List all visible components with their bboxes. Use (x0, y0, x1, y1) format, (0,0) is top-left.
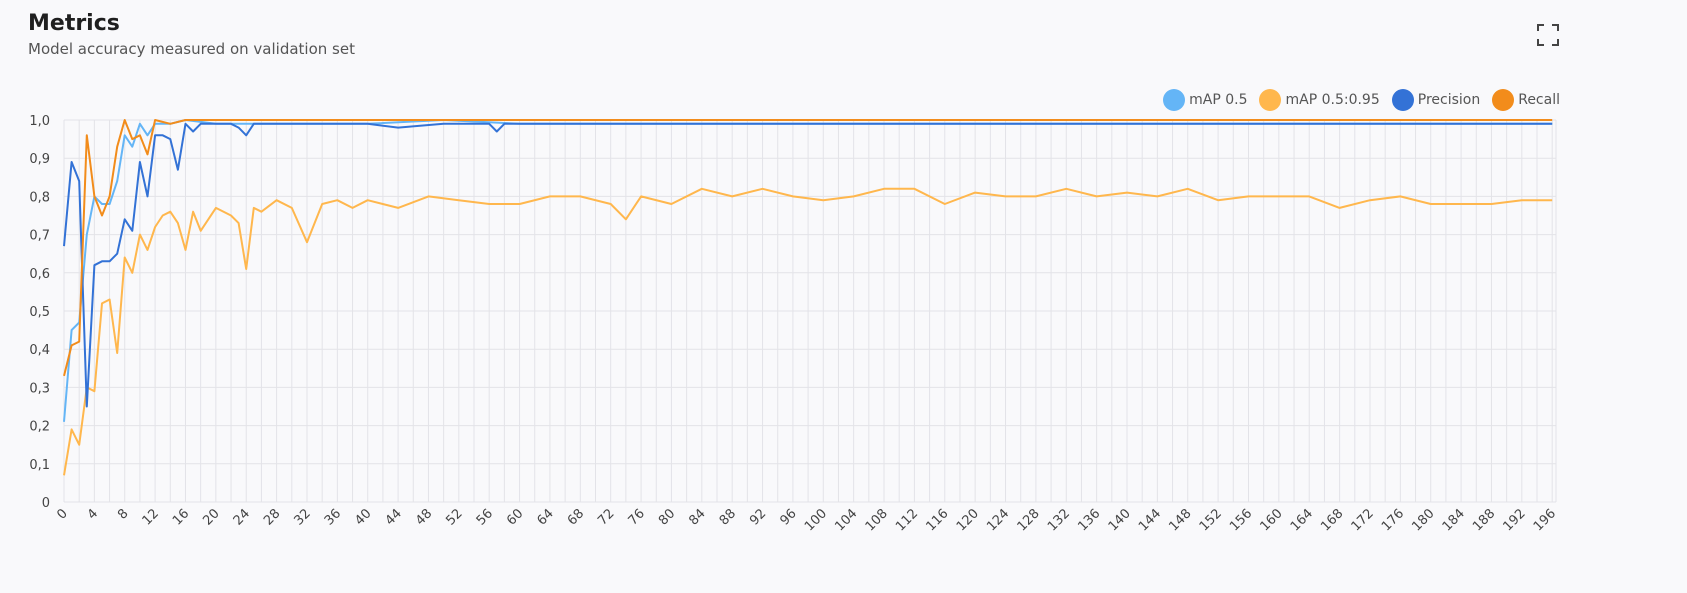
x-tick-label: 116 (923, 506, 951, 534)
chart-lines (63, 119, 1553, 476)
y-axis-ticks: 0 0,1 0,2 0,3 0,4 0,5 0,6 0,7 0,8 0,9 1,0 (29, 114, 50, 511)
page-subtitle: Model accuracy measured on validation se… (28, 40, 355, 58)
legend-swatch (1259, 89, 1282, 111)
legend-label: mAP 0.5:0.95 (1285, 92, 1380, 108)
x-tick-label: 0 (54, 506, 70, 522)
x-tick-label: 112 (893, 506, 921, 534)
y-tick-label: 0,7 (29, 229, 50, 244)
x-tick-label: 36 (322, 506, 344, 528)
x-tick-label: 64 (534, 506, 556, 528)
x-tick-label: 20 (200, 506, 222, 528)
y-tick-label: 1,0 (29, 114, 50, 129)
legend-item-0[interactable]: mAP 0.5 (1163, 89, 1247, 111)
x-tick-label: 68 (565, 506, 587, 528)
fullscreen-icon[interactable] (1536, 23, 1560, 47)
legend-item-1[interactable]: mAP 0.5:0.95 (1259, 89, 1380, 111)
legend-item-2[interactable]: Precision (1391, 89, 1481, 111)
x-tick-label: 168 (1318, 506, 1346, 534)
legend-swatch (1391, 89, 1414, 111)
x-tick-label: 124 (984, 506, 1012, 534)
x-tick-label: 88 (717, 506, 739, 528)
x-tick-label: 120 (954, 506, 982, 534)
y-tick-label: 0,8 (29, 190, 50, 205)
series-line-1 (63, 187, 1553, 476)
x-tick-label: 176 (1379, 506, 1407, 534)
x-tick-label: 48 (413, 506, 435, 528)
y-tick-label: 0,2 (29, 420, 50, 435)
x-tick-label: 108 (863, 506, 891, 534)
x-tick-label: 196 (1531, 506, 1559, 534)
x-tick-label: 52 (443, 506, 465, 528)
x-tick-label: 152 (1197, 506, 1225, 534)
x-tick-label: 180 (1409, 506, 1437, 534)
legend-item-3[interactable]: Recall (1492, 89, 1560, 111)
y-tick-label: 0,4 (29, 343, 50, 358)
chart-legend: mAP 0.5 mAP 0.5:0.95 Precision Recall (1163, 89, 1560, 111)
x-tick-label: 28 (261, 506, 283, 528)
legend-label: Recall (1518, 92, 1560, 108)
x-tick-label: 4 (85, 506, 101, 522)
series-line-2 (63, 122, 1553, 408)
x-tick-label: 96 (777, 506, 799, 528)
y-tick-label: 0,9 (29, 152, 50, 167)
x-tick-label: 172 (1349, 506, 1377, 534)
y-tick-label: 0,1 (29, 458, 50, 473)
x-tick-label: 44 (383, 506, 405, 528)
y-tick-label: 0,6 (29, 267, 50, 282)
x-tick-label: 128 (1015, 506, 1043, 534)
x-tick-label: 84 (686, 506, 708, 528)
x-tick-label: 148 (1166, 506, 1194, 534)
x-tick-label: 8 (115, 506, 131, 522)
x-tick-label: 12 (140, 506, 162, 528)
series-line-3 (63, 119, 1553, 377)
x-tick-label: 156 (1227, 506, 1255, 534)
x-tick-label: 104 (832, 506, 860, 534)
x-tick-label: 80 (656, 506, 678, 528)
x-tick-label: 160 (1258, 506, 1286, 534)
legend-swatch (1163, 89, 1186, 111)
x-tick-label: 16 (170, 506, 192, 528)
x-tick-label: 192 (1500, 506, 1528, 534)
x-tick-label: 32 (291, 506, 313, 528)
y-tick-label: 0,5 (29, 305, 50, 320)
x-tick-label: 140 (1106, 506, 1134, 534)
y-tick-label: 0 (42, 496, 50, 511)
x-tick-label: 132 (1045, 506, 1073, 534)
x-tick-label: 60 (504, 506, 526, 528)
x-axis-ticks: 0 4 8 12 16 20 24 28 32 36 40 44 48 52 56 60 64 68 72 76 80 8… (54, 506, 1559, 534)
x-tick-label: 56 (474, 506, 496, 528)
x-tick-label: 164 (1288, 506, 1316, 534)
x-tick-label: 76 (626, 506, 648, 528)
chart-header: Metrics Model accuracy measured on valid… (28, 10, 355, 58)
x-tick-label: 144 (1136, 506, 1164, 534)
x-tick-label: 184 (1440, 506, 1468, 534)
x-tick-label: 188 (1470, 506, 1498, 534)
x-tick-label: 92 (747, 506, 769, 528)
x-tick-label: 24 (231, 506, 253, 528)
x-tick-label: 72 (595, 506, 617, 528)
x-tick-label: 40 (352, 506, 374, 528)
x-tick-label: 136 (1075, 506, 1103, 534)
legend-label: mAP 0.5 (1189, 92, 1248, 108)
x-tick-label: 100 (802, 506, 830, 534)
legend-label: Precision (1417, 92, 1481, 108)
page-title: Metrics (28, 11, 120, 36)
legend-swatch (1492, 89, 1515, 111)
y-tick-label: 0,3 (29, 381, 50, 396)
chart-grid (63, 119, 1557, 503)
